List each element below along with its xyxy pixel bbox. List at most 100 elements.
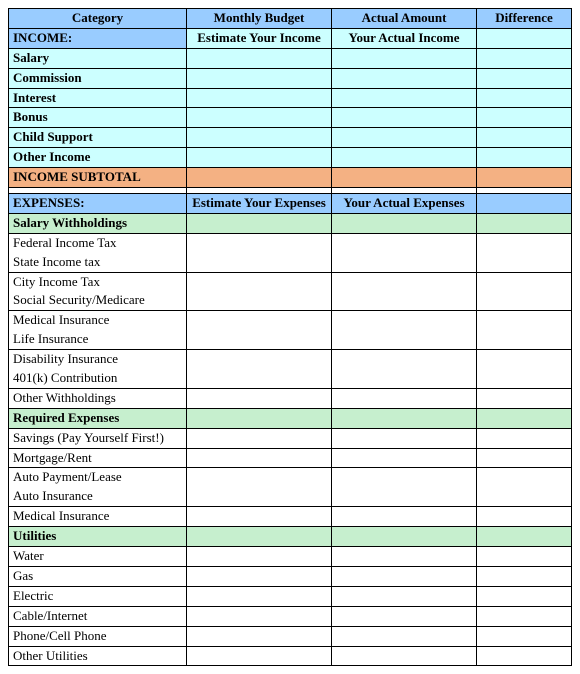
expense-row-label: Phone/Cell Phone [9,626,187,646]
expense-row-diff [477,272,572,291]
income-row-diff [477,148,572,168]
income-row-budget [187,108,332,128]
expense-group-label: Salary Withholdings [9,213,187,233]
income-row-budget [187,68,332,88]
income-row-actual [332,88,477,108]
expense-row-actual [332,507,477,527]
expense-row-label: State Income tax [9,253,187,272]
income-row-actual [332,48,477,68]
expenses-budget-hint: Estimate Your Expenses [187,194,332,214]
cell [332,213,477,233]
expenses-diff-blank [477,194,572,214]
income-row-label: Interest [9,88,187,108]
expense-row-budget [187,253,332,272]
income-row-actual [332,148,477,168]
expense-group-label: Required Expenses [9,408,187,428]
expense-row-diff [477,626,572,646]
expense-row-label: Other Utilities [9,646,187,666]
expense-row-diff [477,646,572,666]
header-actual: Actual Amount [332,9,477,29]
expense-row-diff [477,291,572,310]
expense-row-diff [477,233,572,252]
expense-group-label: Utilities [9,527,187,547]
income-row-label: Salary [9,48,187,68]
cell [332,527,477,547]
expense-row-actual [332,606,477,626]
expense-row-label: City Income Tax [9,272,187,291]
expense-row-actual [332,468,477,487]
income-row-budget [187,148,332,168]
income-diff-blank [477,28,572,48]
expense-row-diff [477,350,572,369]
budget-table: CategoryMonthly BudgetActual AmountDiffe… [8,8,572,666]
expense-row-diff [477,388,572,408]
income-row-diff [477,68,572,88]
income-row-diff [477,88,572,108]
expense-row-label: Disability Insurance [9,350,187,369]
expenses-title: EXPENSES: [9,194,187,214]
expense-row-budget [187,626,332,646]
cell [187,213,332,233]
expense-row-diff [477,507,572,527]
expense-row-diff [477,547,572,567]
cell [187,527,332,547]
expense-row-budget [187,646,332,666]
expense-row-diff [477,428,572,448]
expense-row-actual [332,311,477,330]
expense-row-budget [187,566,332,586]
income-title: INCOME: [9,28,187,48]
expense-row-actual [332,428,477,448]
expense-row-actual [332,566,477,586]
income-row-label: Child Support [9,128,187,148]
expense-row-actual [332,350,477,369]
income-row-label: Bonus [9,108,187,128]
expense-row-actual [332,586,477,606]
expense-row-actual [332,626,477,646]
expense-row-diff [477,606,572,626]
expense-row-actual [332,233,477,252]
expense-row-budget [187,448,332,468]
expense-row-label: Gas [9,566,187,586]
header-category: Category [9,9,187,29]
expense-row-actual [332,487,477,506]
cell [332,408,477,428]
expense-row-actual [332,646,477,666]
expense-row-label: 401(k) Contribution [9,369,187,388]
expense-row-budget [187,586,332,606]
expense-row-actual [332,369,477,388]
expense-row-budget [187,330,332,349]
income-subtotal-actual [332,168,477,188]
expense-row-budget [187,233,332,252]
cell [187,408,332,428]
income-row-diff [477,108,572,128]
income-row-label: Other Income [9,148,187,168]
expense-row-diff [477,566,572,586]
expense-row-diff [477,448,572,468]
expense-row-budget [187,369,332,388]
expense-row-actual [332,330,477,349]
expense-row-diff [477,330,572,349]
expense-row-diff [477,586,572,606]
expense-row-label: Life Insurance [9,330,187,349]
expense-row-diff [477,468,572,487]
expense-row-diff [477,369,572,388]
expense-row-label: Savings (Pay Yourself First!) [9,428,187,448]
expense-row-label: Auto Insurance [9,487,187,506]
expense-row-label: Social Security/Medicare [9,291,187,310]
expense-row-budget [187,350,332,369]
income-row-budget [187,88,332,108]
income-subtotal-budget [187,168,332,188]
expense-row-actual [332,253,477,272]
income-row-diff [477,48,572,68]
income-row-budget [187,48,332,68]
expense-row-label: Medical Insurance [9,311,187,330]
expense-row-diff [477,253,572,272]
expense-row-budget [187,272,332,291]
expense-row-label: Medical Insurance [9,507,187,527]
expense-row-budget [187,547,332,567]
income-subtotal-label: INCOME SUBTOTAL [9,168,187,188]
expense-row-budget [187,507,332,527]
expense-row-label: Electric [9,586,187,606]
expense-row-actual [332,388,477,408]
expenses-actual-hint: Your Actual Expenses [332,194,477,214]
